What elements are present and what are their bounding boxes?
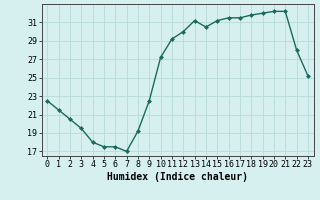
X-axis label: Humidex (Indice chaleur): Humidex (Indice chaleur) [107, 172, 248, 182]
